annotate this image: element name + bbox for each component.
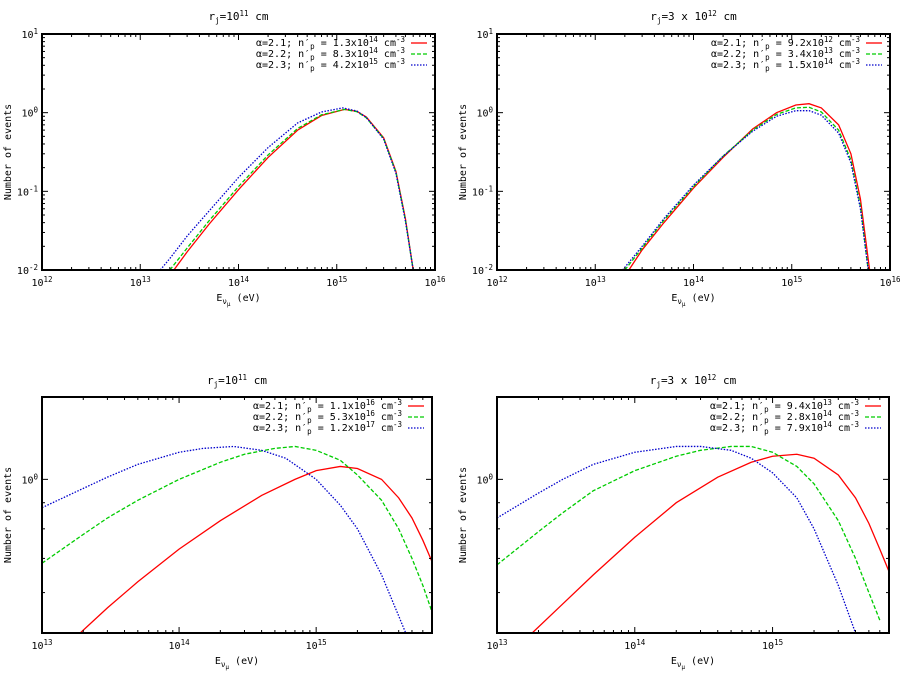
x-tick-label: 1012 [486,275,507,289]
series-line-1 [79,465,432,633]
x-tick-label: 1013 [486,638,507,652]
y-axis-label: Number of events [458,467,469,563]
legend-entry-1: α=2.1; n′p = 1.3x1014 cm-3 [256,35,405,51]
x-tick-label: 1012 [31,275,52,289]
series-line-3 [622,110,869,270]
series-line-2 [42,445,432,613]
legend-entry-3: α=2.3; n′p = 4.2x1015 cm-3 [256,57,405,73]
chart-title: rj=3 x 1012 cm [650,373,737,389]
series-line-3 [497,445,857,633]
x-tick-label: 1016 [879,275,901,289]
series-line-2 [497,445,881,621]
x-tick-label: 1015 [306,638,327,652]
legend-entry-3: α=2.3; n′p = 1.5x1014 cm-3 [711,57,860,73]
x-tick-label: 1016 [424,275,446,289]
x-tick-label: 1014 [683,275,705,289]
y-tick-label: 101 [21,27,38,41]
panel-1: 1012 1013 1014 1015 1016 10-2 10-1 100 101 rj=101… [3,9,446,308]
plot-frame [41,396,433,634]
y-axis-label: Number of events [3,104,14,200]
y-axis-label: Number of events [458,104,469,200]
x-tick-label: 1014 [228,275,250,289]
y-tick-label: 10-1 [472,184,493,198]
legend-entry-2: α=2.2; n′p = 5.3x1016 cm-3 [253,409,402,425]
series-line-3 [159,107,414,270]
x-tick-label: 1013 [31,638,52,652]
panel-3: 1013 1014 1015 100 rj=1011 cm Eνμ (eV) Number … [3,373,433,671]
legend-entry-2: α=2.2; n′p = 3.4x1013 cm-3 [711,46,860,62]
legend-entry-2: α=2.2; n′p = 2.8x1014 cm-3 [710,409,859,425]
x-tick-label: 1014 [624,638,646,652]
x-axis-label: Eνμ (eV) [215,656,259,671]
legend-entry-3: α=2.3; n′p = 1.2x1017 cm-3 [253,420,402,436]
legend-entry-2: α=2.2; n′p = 8.3x1014 cm-3 [256,46,405,62]
legend-entry-1: α=2.1; n′p = 9.4x1013 cm-3 [710,398,859,414]
x-tick-label: 1015 [326,275,347,289]
y-axis-label: Number of events [3,467,14,563]
x-axis-label: Eνμ (eV) [216,293,260,308]
chart-title: rj=3 x 1012 cm [650,9,737,25]
x-tick-label: 1015 [781,275,802,289]
x-tick-label: 1014 [169,638,191,652]
series-line-2 [624,106,869,270]
y-tick-label: 10-2 [472,263,493,277]
chart-title: rj=1011 cm [209,9,269,25]
x-tick-label: 1013 [130,275,151,289]
series-line-1 [173,108,414,270]
series-line-1 [628,103,871,270]
y-tick-label: 10-1 [17,184,38,198]
x-tick-label: 1013 [585,275,606,289]
x-axis-label: Eνμ (eV) [671,656,715,671]
legend-entry-1: α=2.1; n′p = 9.2x1012 cm-3 [711,35,860,51]
y-tick-label: 10-2 [17,263,38,277]
plot-frame [41,33,436,271]
x-axis-label: Eνμ (eV) [671,293,715,308]
series-line-3 [42,445,407,633]
chart-title: rj=1011 cm [207,373,267,389]
series-line-2 [169,108,414,270]
y-tick-label: 100 [476,106,493,120]
legend-entry-3: α=2.3; n′p = 7.9x1014 cm-3 [710,420,859,436]
y-tick-label: 100 [476,472,493,486]
y-tick-label: 101 [476,27,493,41]
plot-frame [496,396,890,634]
x-tick-label: 1015 [762,638,783,652]
y-tick-label: 100 [21,106,38,120]
series-line-1 [531,453,889,633]
plot-frame [496,33,891,271]
panel-2: 1012 1013 1014 1015 1016 10-2 10-1 100 101 rj=3 x… [458,9,901,308]
panel-4: 1013 1014 1015 100 rj=3 x 1012 cm Eνμ (eV) Num… [458,373,890,671]
y-tick-label: 100 [21,472,38,486]
legend-entry-1: α=2.1; n′p = 1.1x1016 cm-3 [253,398,402,414]
